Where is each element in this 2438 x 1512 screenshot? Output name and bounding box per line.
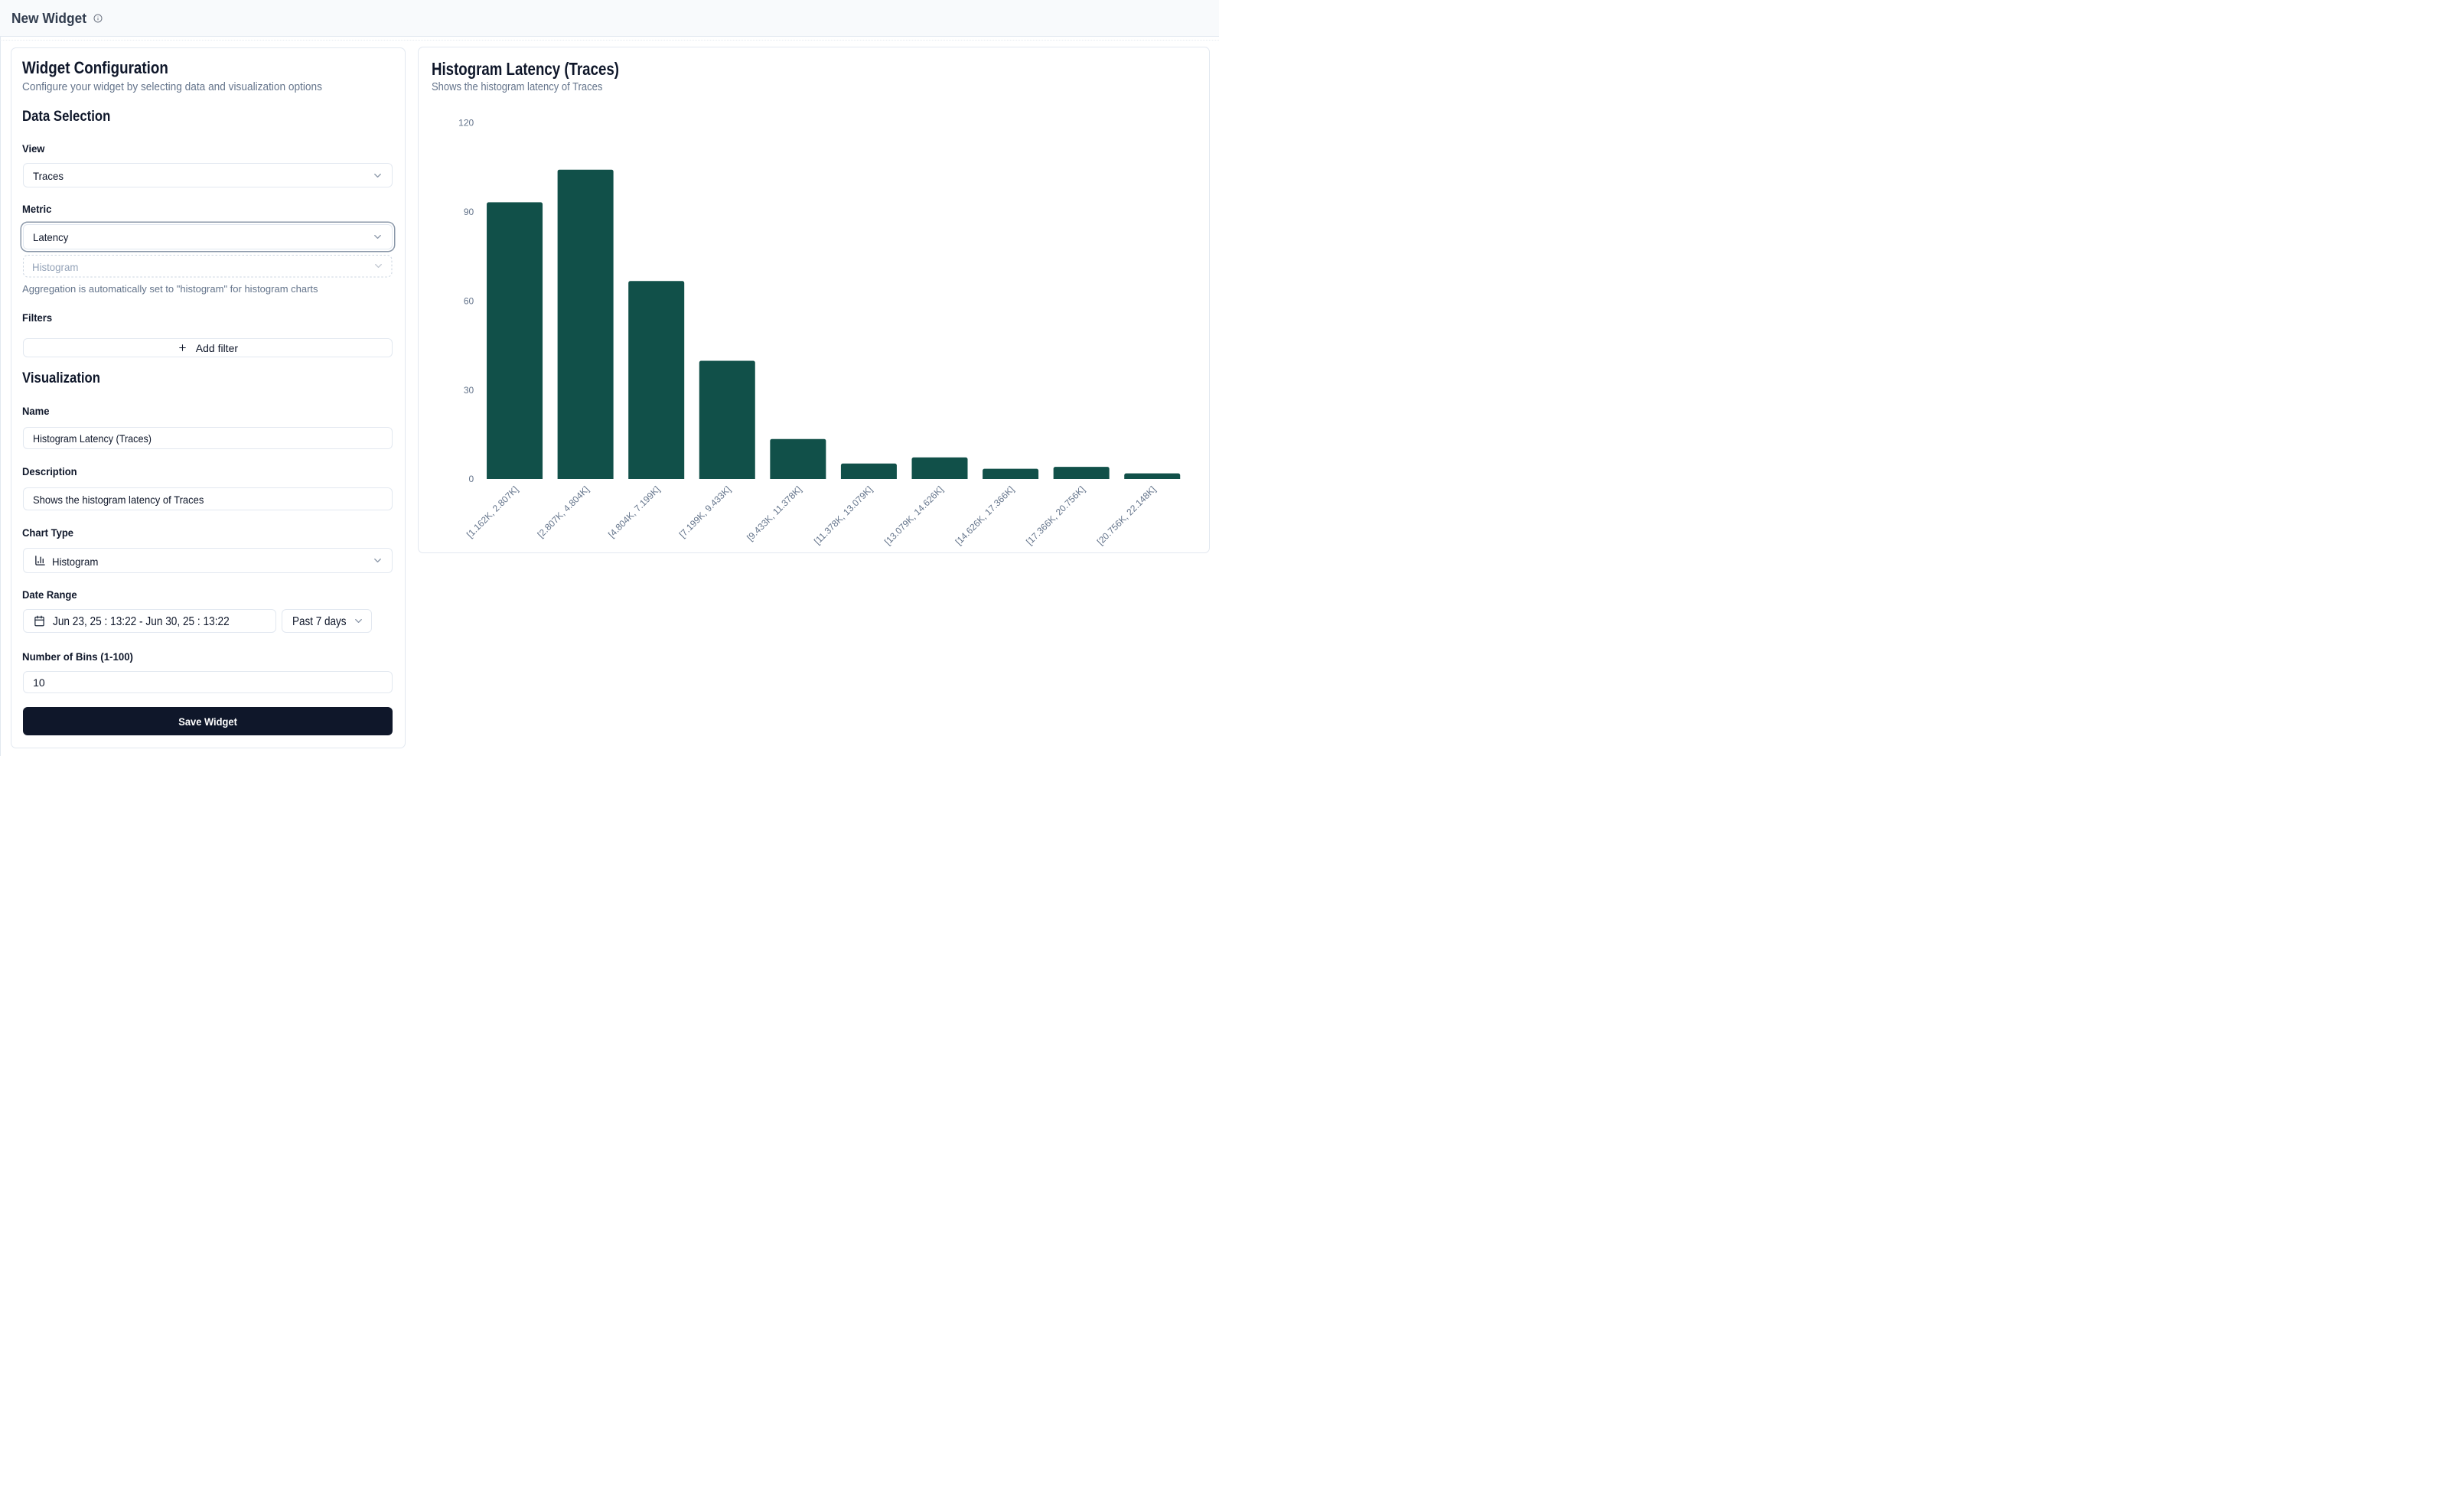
svg-text:[2.807K, 4.804K]: [2.807K, 4.804K]	[536, 484, 592, 539]
svg-text:30: 30	[464, 384, 474, 395]
svg-text:[14.626K, 17.366K]: [14.626K, 17.366K]	[953, 484, 1017, 547]
svg-text:90: 90	[464, 207, 474, 217]
svg-text:[13.079K, 14.626K]: [13.079K, 14.626K]	[882, 484, 946, 547]
svg-text:[4.804K, 7.199K]: [4.804K, 7.199K]	[606, 484, 662, 539]
svg-text:120: 120	[458, 117, 474, 128]
svg-text:[17.366K, 20.756K]: [17.366K, 20.756K]	[1024, 484, 1087, 547]
svg-text:0: 0	[469, 474, 474, 484]
svg-text:[11.378K, 13.079K]: [11.378K, 13.079K]	[812, 484, 875, 546]
svg-text:60: 60	[464, 295, 474, 306]
svg-text:[20.756K, 22.148K]: [20.756K, 22.148K]	[1095, 484, 1159, 547]
svg-text:[7.199K, 9.433K]: [7.199K, 9.433K]	[677, 484, 733, 539]
svg-text:[1.162K, 2.807K]: [1.162K, 2.807K]	[464, 484, 520, 539]
svg-text:[9.433K, 11.378K]: [9.433K, 11.378K]	[745, 484, 803, 543]
